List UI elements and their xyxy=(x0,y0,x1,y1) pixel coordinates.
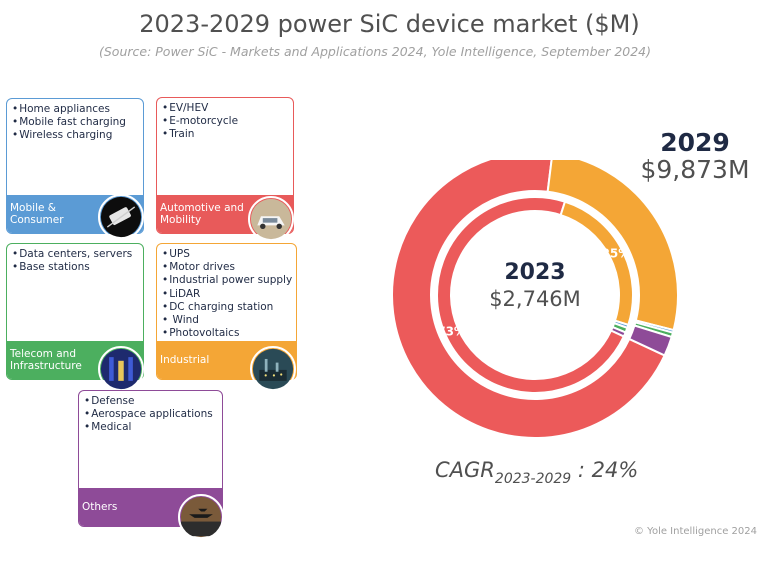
list-item: Data centers, servers xyxy=(12,248,143,261)
cagr-period: 2023-2029 xyxy=(494,471,572,487)
donut-slice-2023-others xyxy=(609,325,627,338)
cagr-label: CAGR2023-2029 : 24% xyxy=(435,458,638,487)
segment-list-industrial: UPS Motor drives Industrial power supply… xyxy=(157,244,296,340)
aircraft-icon xyxy=(178,494,224,540)
list-item: EV/HEV xyxy=(162,102,293,115)
segment-card-mobile: Home appliances Mobile fast charging Wir… xyxy=(6,98,144,234)
segment-card-automotive: EV/HEV E-motorcycle Train Automotive and… xyxy=(156,97,294,234)
donut-slice-2029-automotive-and-mobility xyxy=(391,160,666,439)
segment-list-mobile: Home appliances Mobile fast charging Wir… xyxy=(7,99,143,143)
list-item: Medical xyxy=(84,421,222,434)
segment-label-others: Others xyxy=(82,501,118,513)
list-item: Mobile fast charging xyxy=(12,116,143,129)
inner-ring-2023 xyxy=(436,196,634,394)
list-item: Industrial power supply xyxy=(162,274,296,287)
donut-slice-2029-others xyxy=(627,324,673,357)
outer-total-label: $9,873M xyxy=(640,155,750,184)
inner-year-label: 2023 xyxy=(504,260,565,285)
list-item: Home appliances xyxy=(12,103,143,116)
segment-card-telecom: Data centers, servers Base stations Tele… xyxy=(6,243,144,380)
list-item: UPS xyxy=(162,248,296,261)
chart-source: (Source: Power SiC - Markets and Applica… xyxy=(98,44,652,59)
segment-label-telecom: Telecom and Infrastructure xyxy=(10,348,82,372)
list-item: Aerospace applications xyxy=(84,408,222,421)
inner-total-label: $2,746M xyxy=(489,287,581,311)
list-item: Wireless charging xyxy=(12,129,143,142)
segment-label-automotive: Automotive and Mobility xyxy=(160,202,244,226)
cagr-value: : 24% xyxy=(571,458,639,482)
cagr-text: CAGR xyxy=(435,458,495,482)
car-icon xyxy=(248,196,294,242)
server-room-icon xyxy=(98,346,144,392)
outer-year-label: 2029 xyxy=(660,128,730,157)
list-item: Base stations xyxy=(12,261,143,274)
donut-chart: 73% 25% 2023 $2,746M xyxy=(391,160,679,439)
slice-label-2023-0: 73% xyxy=(437,324,466,338)
segment-label-industrial: Industrial xyxy=(160,354,210,366)
segment-list-others: Defense Aerospace applications Medical xyxy=(79,391,222,435)
slice-label-2023-1: 25% xyxy=(602,246,631,260)
outer-ring-2029 xyxy=(391,160,679,439)
copyright-text: © Yole Intelligence 2024 xyxy=(634,526,757,537)
list-item: Train xyxy=(162,128,293,141)
chart-title: 2023-2029 power SiC device market ($M) xyxy=(139,10,640,38)
segment-list-automotive: EV/HEV E-motorcycle Train xyxy=(157,98,293,142)
segment-list-telecom: Data centers, servers Base stations xyxy=(7,244,143,274)
phone-charger-icon xyxy=(98,194,144,240)
list-item: Photovoltaics xyxy=(162,327,296,340)
list-item: Defense xyxy=(84,395,222,408)
list-item: DC charging station xyxy=(162,301,296,314)
list-item: Motor drives xyxy=(162,261,296,274)
list-item: Wind xyxy=(162,314,296,327)
factory-icon xyxy=(250,346,296,392)
list-item: E-motorcycle xyxy=(162,115,293,128)
slice-labels: 73% 25% xyxy=(437,246,630,338)
list-item: LiDAR xyxy=(162,288,296,301)
outer-ring-legend: 2029 $9,873M xyxy=(620,128,770,184)
segment-label-mobile: Mobile & Consumer xyxy=(10,202,64,226)
